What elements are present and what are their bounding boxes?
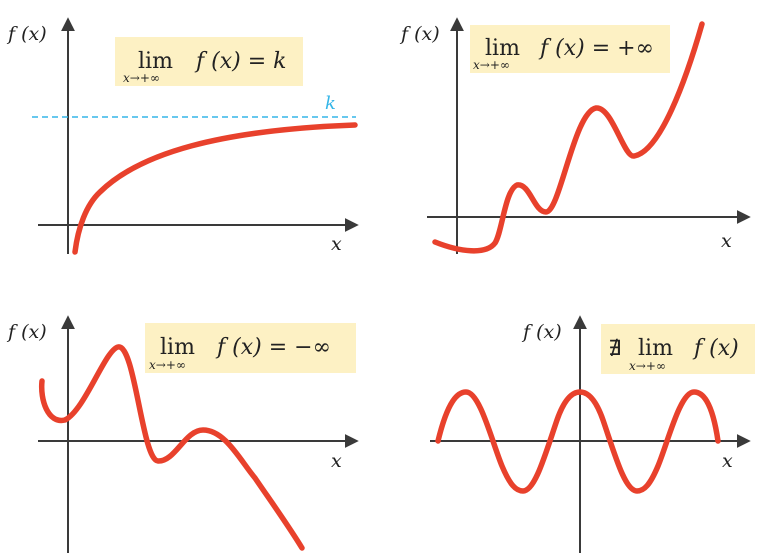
curve [435, 389, 721, 494]
y-axis-label: f (x) [6, 321, 47, 343]
lim-expression: f (x) = k [194, 49, 286, 74]
y-axis-label: f (x) [6, 23, 47, 45]
formula-box [145, 323, 356, 373]
asymptote-label: k [325, 93, 336, 114]
panel-limit-plus-infinity: f (x) x lim x→+∞ f (x) = +∞ [399, 17, 751, 254]
x-axis-label: x [331, 450, 342, 472]
y-axis-label: f (x) [399, 23, 440, 45]
lim-subscript: x→+∞ [629, 359, 666, 373]
lim-word: lim [638, 336, 673, 361]
x-axis-label: x [331, 233, 342, 255]
limit-formula: lim x→+∞ f (x) = k [115, 37, 303, 86]
lim-subscript: x→+∞ [473, 58, 510, 72]
lim-expression: f (x) = +∞ [538, 36, 654, 61]
lim-word: lim [138, 49, 173, 74]
lim-subscript: x→+∞ [149, 358, 186, 372]
lim-expression: f (x) = −∞ [215, 335, 331, 360]
lim-expression: f (x) [692, 336, 739, 361]
formula-box [470, 25, 670, 73]
curve [432, 21, 705, 254]
limit-formula: lim x→+∞ f (x) = +∞ [470, 25, 670, 73]
formula-box [115, 37, 303, 86]
lim-word: lim [485, 36, 520, 61]
y-axis-label: f (x) [521, 321, 562, 343]
panel-limit-minus-infinity: f (x) x lim x→+∞ f (x) = −∞ [6, 315, 359, 553]
panel-limit-k: f (x) x k lim x→+∞ f (x) = k [6, 17, 359, 255]
curve [72, 122, 358, 255]
not-exists-symbol: ∄ [608, 336, 621, 360]
limit-formula: ∄ lim x→+∞ f (x) [601, 324, 755, 374]
lim-subscript: x→+∞ [123, 71, 160, 85]
lim-word: lim [160, 335, 195, 360]
limit-formula: lim x→+∞ f (x) = −∞ [145, 323, 356, 373]
x-axis-label: x [721, 230, 732, 252]
curve [38, 344, 305, 551]
x-axis-label: x [722, 450, 733, 472]
formula-box [601, 324, 755, 374]
panel-limit-does-not-exist: f (x) x ∄ lim x→+∞ f (x) [430, 315, 755, 553]
